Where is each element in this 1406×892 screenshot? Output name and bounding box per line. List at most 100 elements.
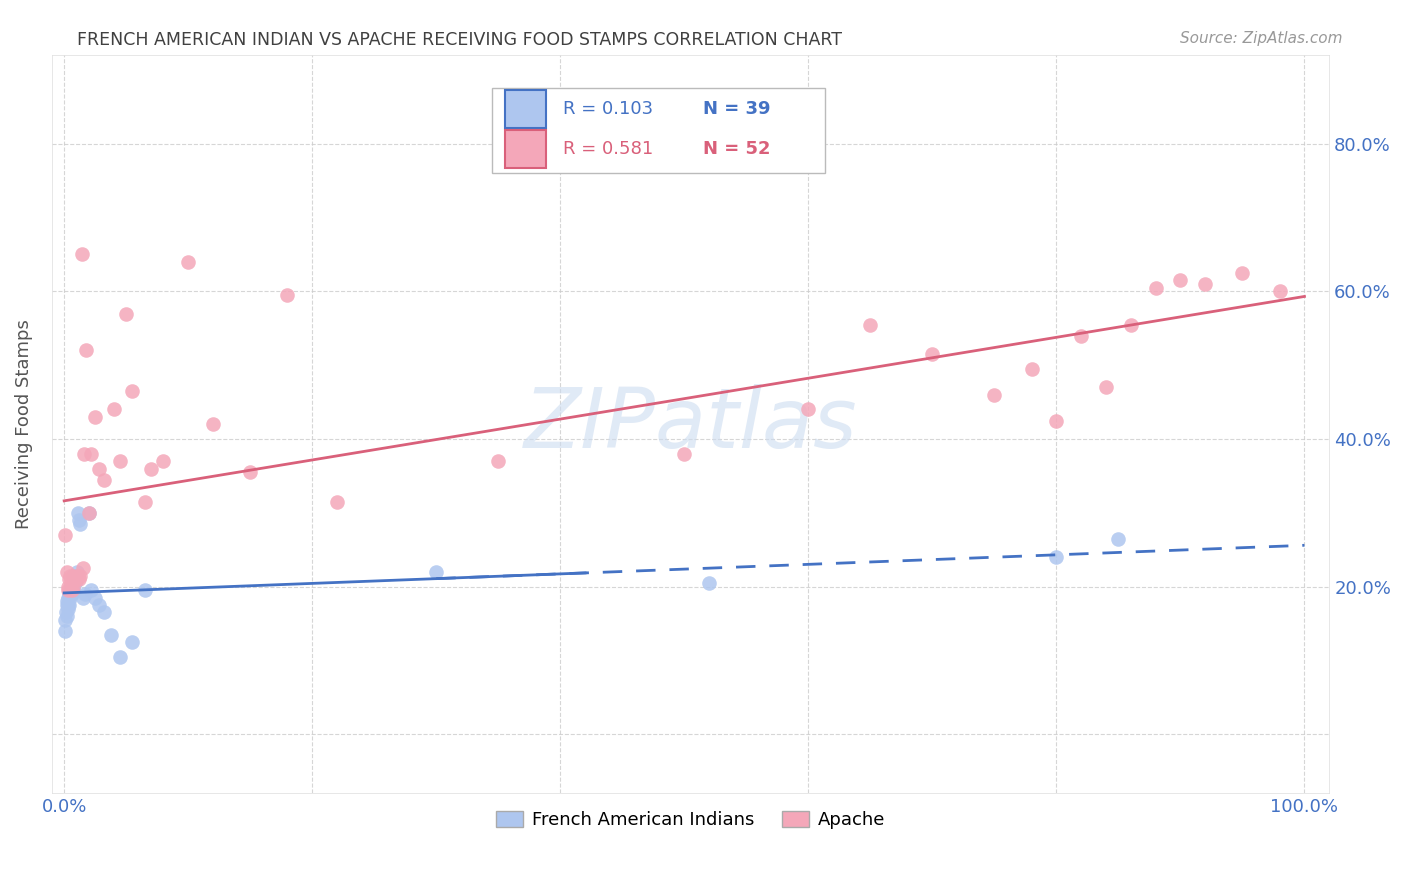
Point xyxy=(58,572,80,586)
Point xyxy=(62,580,84,594)
Point xyxy=(697,576,720,591)
Point xyxy=(103,402,125,417)
Point xyxy=(1045,550,1067,565)
Point xyxy=(55,606,77,620)
Point xyxy=(59,591,82,605)
Point xyxy=(121,384,143,398)
Point xyxy=(67,572,90,586)
Point xyxy=(80,583,103,598)
Point xyxy=(63,572,86,586)
Text: R = 0.103: R = 0.103 xyxy=(562,100,652,118)
Point xyxy=(859,318,882,332)
Point xyxy=(1021,362,1043,376)
Point xyxy=(55,528,77,542)
Point xyxy=(66,506,89,520)
Point xyxy=(63,568,86,582)
Point xyxy=(60,587,83,601)
Point xyxy=(77,506,100,520)
Point xyxy=(1107,532,1129,546)
Point xyxy=(73,447,96,461)
Text: FRENCH AMERICAN INDIAN VS APACHE RECEIVING FOOD STAMPS CORRELATION CHART: FRENCH AMERICAN INDIAN VS APACHE RECEIVI… xyxy=(77,31,842,49)
Point xyxy=(72,561,94,575)
Point xyxy=(177,255,200,269)
Point xyxy=(56,598,79,612)
Point xyxy=(55,624,77,638)
Point xyxy=(108,454,131,468)
Text: N = 39: N = 39 xyxy=(703,100,770,118)
FancyBboxPatch shape xyxy=(505,129,546,168)
Point xyxy=(115,306,138,320)
Point xyxy=(121,635,143,649)
Point xyxy=(93,473,115,487)
Point xyxy=(921,347,943,361)
Text: Source: ZipAtlas.com: Source: ZipAtlas.com xyxy=(1180,31,1343,46)
Point xyxy=(56,594,79,608)
FancyBboxPatch shape xyxy=(492,88,825,173)
Point xyxy=(59,583,82,598)
Point xyxy=(55,609,77,624)
Point xyxy=(87,461,110,475)
Point xyxy=(58,587,80,601)
Point xyxy=(239,465,262,479)
Point xyxy=(87,598,110,612)
Point xyxy=(58,591,80,605)
Text: N = 52: N = 52 xyxy=(703,140,770,158)
Point xyxy=(66,568,89,582)
Point xyxy=(276,288,298,302)
Point xyxy=(80,447,103,461)
Point xyxy=(62,568,84,582)
Point xyxy=(60,576,83,591)
Point xyxy=(65,572,87,586)
Point xyxy=(77,506,100,520)
Point xyxy=(84,591,107,605)
Point xyxy=(67,513,90,527)
Point xyxy=(75,587,97,601)
Point xyxy=(58,598,80,612)
Point xyxy=(65,572,87,586)
Point xyxy=(69,568,91,582)
Y-axis label: Receiving Food Stamps: Receiving Food Stamps xyxy=(15,319,32,529)
Point xyxy=(72,591,94,605)
Point xyxy=(152,454,174,468)
Point xyxy=(65,565,87,579)
Point xyxy=(100,627,122,641)
Point xyxy=(1045,413,1067,427)
Point xyxy=(1144,281,1167,295)
Point xyxy=(797,402,820,417)
Point xyxy=(55,565,77,579)
Point xyxy=(983,388,1005,402)
Point xyxy=(201,417,224,432)
Point xyxy=(1232,266,1254,280)
Point xyxy=(60,583,83,598)
Text: R = 0.581: R = 0.581 xyxy=(562,140,652,158)
Point xyxy=(55,598,77,612)
Point xyxy=(70,247,93,261)
Text: ZIPatlas: ZIPatlas xyxy=(523,384,858,465)
Point xyxy=(56,580,79,594)
Point xyxy=(65,576,87,591)
Point xyxy=(1170,273,1192,287)
Point xyxy=(59,568,82,582)
Point xyxy=(65,568,87,582)
Point xyxy=(56,602,79,616)
Point xyxy=(93,606,115,620)
Point xyxy=(486,454,509,468)
Point xyxy=(134,495,156,509)
Point xyxy=(62,583,84,598)
Point xyxy=(1268,285,1291,299)
Point xyxy=(76,343,98,358)
Point xyxy=(53,613,76,627)
Point xyxy=(108,649,131,664)
Point xyxy=(60,580,83,594)
Point xyxy=(1194,277,1216,291)
FancyBboxPatch shape xyxy=(505,90,546,128)
Point xyxy=(425,565,447,579)
Point xyxy=(134,583,156,598)
Point xyxy=(673,447,696,461)
Legend: French American Indians, Apache: French American Indians, Apache xyxy=(489,804,893,836)
Point xyxy=(139,461,162,475)
Point xyxy=(326,495,349,509)
Point xyxy=(1119,318,1142,332)
Point xyxy=(1070,328,1092,343)
Point xyxy=(56,583,79,598)
